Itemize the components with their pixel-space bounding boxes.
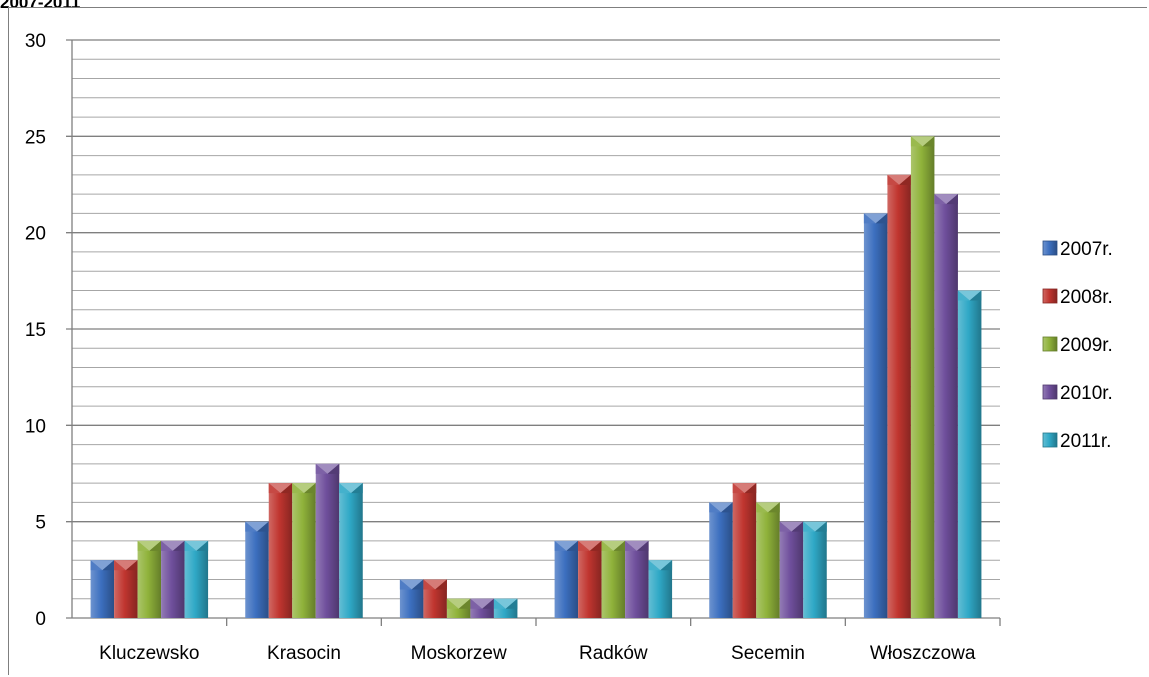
bar-2008r.-Włoszczowa bbox=[887, 174, 911, 618]
legend-label: 2009r. bbox=[1060, 335, 1113, 356]
bar-2009r.-Kluczewsko bbox=[137, 540, 162, 618]
x-tick-label: Secemin bbox=[731, 643, 805, 664]
grid-lines bbox=[66, 39, 1000, 600]
bar-2009r.-Włoszczowa bbox=[910, 136, 935, 619]
legend: 2007r. 2008r. 2009r. 2010r. 2011r. bbox=[1042, 239, 1113, 452]
chart-title: 2007-2011 bbox=[0, 0, 81, 12]
x-tick-label: Włoszczowa bbox=[870, 643, 976, 664]
legend-item: 2008r. bbox=[1042, 287, 1113, 308]
legend-item: 2010r. bbox=[1042, 383, 1113, 404]
bar-2009r.-Secemin bbox=[756, 502, 780, 618]
bar-2007r.-Włoszczowa bbox=[863, 213, 888, 618]
x-tick-label: Kluczewsko bbox=[99, 643, 199, 664]
legend-label: 2007r. bbox=[1060, 239, 1113, 260]
x-tick-label: Radków bbox=[579, 643, 648, 664]
legend-label: 2010r. bbox=[1060, 383, 1113, 404]
bar-2008r.-Kluczewsko bbox=[114, 560, 138, 618]
bar-2011r.-Krasocin bbox=[339, 483, 363, 618]
y-tick-label: 30 bbox=[25, 31, 46, 52]
bar-2010r.-Kluczewsko bbox=[161, 540, 185, 618]
bar-2011r.-Secemin bbox=[803, 521, 827, 618]
legend-item: 2011r. bbox=[1042, 431, 1111, 452]
legend-item: 2007r. bbox=[1042, 239, 1113, 260]
bar-2009r.-Moskorzew bbox=[446, 598, 471, 618]
legend-label: 2011r. bbox=[1060, 431, 1111, 452]
bar-2008r.-Krasocin bbox=[268, 483, 293, 618]
bar-2007r.-Radków bbox=[554, 540, 579, 618]
bar-2010r.-Krasocin bbox=[315, 463, 340, 618]
legend-label: 2008r. bbox=[1060, 287, 1113, 308]
bar-2011r.-Radków bbox=[648, 560, 673, 618]
legend-swatch bbox=[1042, 336, 1058, 352]
y-tick-label: 0 bbox=[35, 609, 46, 630]
chart-area bbox=[8, 7, 1147, 675]
bar-2008r.-Secemin bbox=[732, 483, 757, 618]
y-tick-label: 25 bbox=[25, 127, 46, 148]
bar-2010r.-Secemin bbox=[779, 521, 804, 618]
bars bbox=[90, 136, 982, 619]
bar-2011r.-Włoszczowa bbox=[957, 290, 982, 618]
bar-2007r.-Kluczewsko bbox=[90, 560, 115, 618]
bar-2011r.-Moskorzew bbox=[493, 598, 518, 618]
bar-2011r.-Kluczewsko bbox=[184, 540, 209, 618]
legend-swatch bbox=[1042, 384, 1058, 400]
bar-2007r.-Krasocin bbox=[245, 521, 269, 618]
bar-2009r.-Radków bbox=[601, 540, 626, 618]
legend-swatch bbox=[1042, 432, 1058, 448]
x-tick-label: Krasocin bbox=[267, 643, 341, 664]
bar-2009r.-Krasocin bbox=[292, 483, 316, 618]
y-tick-label: 5 bbox=[35, 513, 46, 534]
bar-2008r.-Radków bbox=[578, 540, 602, 618]
legend-item: 2009r. bbox=[1042, 335, 1113, 356]
bar-2010r.-Włoszczowa bbox=[934, 194, 958, 618]
bar-2010r.-Radków bbox=[625, 540, 649, 618]
bar-2007r.-Secemin bbox=[709, 502, 733, 618]
bar-2010r.-Moskorzew bbox=[470, 598, 494, 618]
legend-swatch bbox=[1042, 240, 1058, 256]
bar-2008r.-Moskorzew bbox=[423, 579, 447, 618]
x-tick-label: Moskorzew bbox=[411, 643, 507, 664]
legend-swatch bbox=[1042, 288, 1058, 304]
y-tick-label: 20 bbox=[25, 224, 46, 245]
axes bbox=[66, 40, 1001, 626]
y-tick-label: 15 bbox=[25, 320, 46, 341]
bar-2007r.-Moskorzew bbox=[399, 579, 424, 618]
tick-labels: 0 5 10 15 20 25 30 Kluczewsko Krasocin Moskorzew R… bbox=[25, 31, 976, 664]
y-tick-label: 10 bbox=[25, 416, 46, 437]
